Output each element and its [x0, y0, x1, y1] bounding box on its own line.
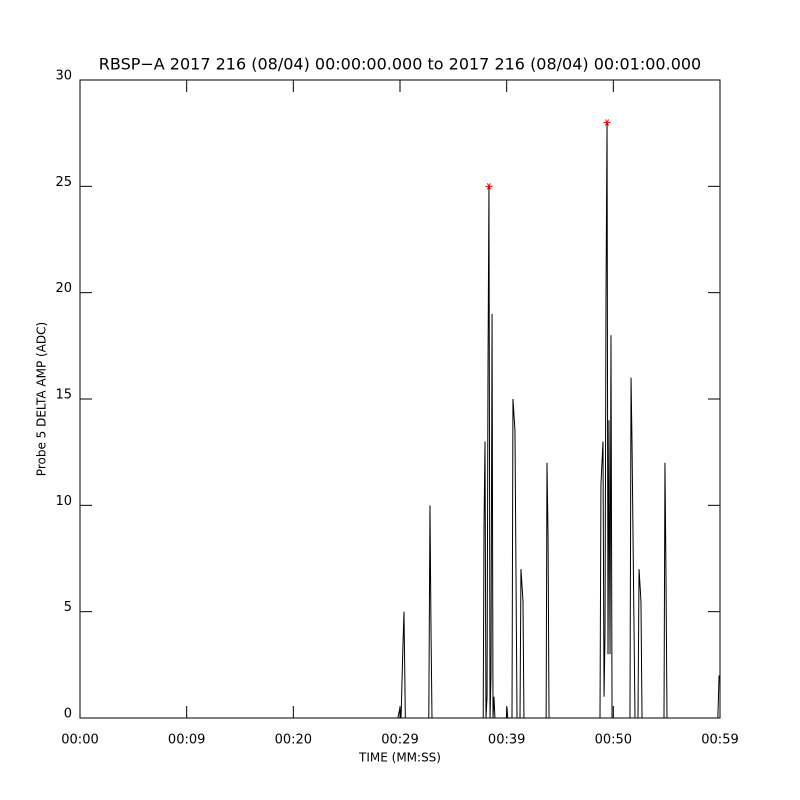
x-tick-label: 00:09 [168, 733, 205, 748]
y-tick-label: 0 [64, 707, 72, 722]
chart-title: RBSP−A 2017 216 (08/04) 00:00:00.000 to … [99, 55, 701, 74]
x-tick-label: 00:59 [701, 733, 738, 748]
y-tick-label: 25 [55, 175, 72, 190]
x-tick-label: 00:29 [381, 733, 418, 748]
x-tick-label: 00:20 [275, 733, 312, 748]
x-tick-label: 00:00 [61, 733, 98, 748]
y-tick-label: 20 [55, 281, 72, 296]
y-tick-label: 5 [64, 600, 72, 615]
peak-marker [485, 183, 493, 190]
plot-frame [79, 79, 721, 719]
x-tick-label: 00:50 [595, 733, 632, 748]
y-tick-label: 15 [55, 388, 72, 403]
data-line [80, 122, 720, 719]
y-axis-label: Probe 5 DELTA AMP (ADC) [35, 322, 49, 476]
x-tick-label: 00:39 [488, 733, 525, 748]
y-tick-label: 10 [55, 494, 72, 509]
peak-marker [603, 119, 611, 126]
y-tick-label: 30 [55, 69, 72, 84]
x-axis-label: TIME (MM:SS) [358, 751, 441, 765]
